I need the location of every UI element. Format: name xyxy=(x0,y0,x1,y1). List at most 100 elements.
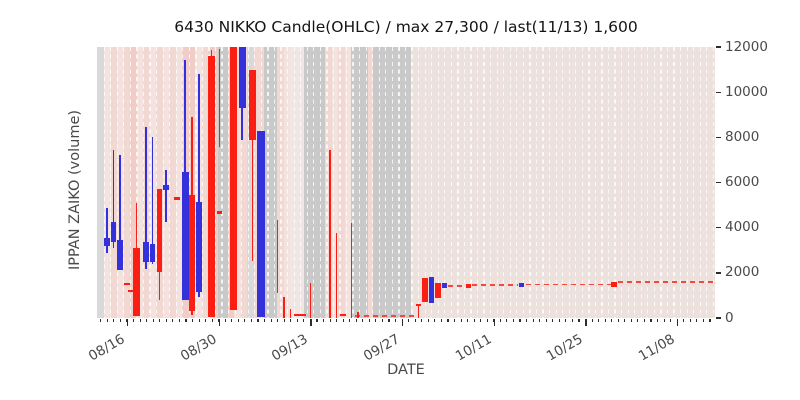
day-separator xyxy=(116,47,118,318)
candle-wick xyxy=(119,154,121,270)
day-separator xyxy=(339,47,341,318)
x-axis-minor-tick xyxy=(657,319,659,323)
day-separator xyxy=(103,47,105,318)
chart-title: 6430 NIKKO Candle(OHLC) / max 27,300 / l… xyxy=(174,18,638,36)
x-axis-minor-tick xyxy=(571,319,573,323)
x-axis-major-tick xyxy=(402,319,404,326)
x-axis-major-tick xyxy=(218,319,220,326)
day-band xyxy=(123,47,130,318)
x-axis-minor-tick xyxy=(565,319,567,323)
x-axis-minor-tick xyxy=(637,319,639,323)
day-separator xyxy=(666,47,669,318)
day-separator xyxy=(300,47,302,318)
y-axis-tick-label: 8000 xyxy=(725,128,760,145)
day-band xyxy=(331,47,338,318)
candle-body xyxy=(117,240,123,270)
day-separator xyxy=(437,47,439,318)
candle-body xyxy=(422,278,428,302)
day-separator xyxy=(699,47,701,318)
x-axis-minor-tick xyxy=(460,319,462,323)
x-axis-minor-tick xyxy=(165,319,167,323)
day-band xyxy=(136,47,143,318)
day-separator xyxy=(503,47,505,318)
day-separator xyxy=(267,47,269,318)
x-axis-minor-tick xyxy=(368,319,370,323)
day-separator xyxy=(286,47,289,318)
day-separator xyxy=(496,47,498,318)
x-axis-minor-tick xyxy=(257,319,259,323)
x-axis-minor-tick xyxy=(119,319,122,323)
day-separator xyxy=(607,47,610,318)
y-axis-tick xyxy=(716,317,721,319)
x-axis-minor-tick xyxy=(185,319,187,323)
price-spike-line xyxy=(276,219,279,294)
x-axis-minor-tick xyxy=(408,319,410,323)
doji-dash xyxy=(340,314,346,317)
x-axis-minor-tick xyxy=(113,319,115,323)
day-separator xyxy=(463,47,466,318)
y-axis-tick-label: 10000 xyxy=(725,83,768,100)
x-axis-minor-tick xyxy=(224,319,226,323)
day-separator xyxy=(621,47,623,318)
y-axis-tick-label: 12000 xyxy=(725,38,768,55)
day-separator xyxy=(575,47,577,318)
candle-body xyxy=(216,211,223,214)
day-separator xyxy=(568,47,570,318)
candle-body xyxy=(441,283,448,289)
candle-body xyxy=(174,197,180,200)
candle-body xyxy=(110,222,117,242)
y-axis-tick xyxy=(716,272,721,274)
x-axis-minor-tick xyxy=(670,319,672,323)
x-axis-minor-tick xyxy=(683,319,685,323)
x-axis-minor-tick xyxy=(296,319,298,323)
x-axis-minor-tick xyxy=(663,319,665,323)
x-axis-minor-tick xyxy=(106,319,108,323)
day-separator xyxy=(562,47,564,318)
x-axis-minor-tick xyxy=(526,319,528,323)
candle-wick xyxy=(106,208,108,253)
day-band xyxy=(368,47,373,318)
x-axis-minor-tick xyxy=(381,319,384,323)
day-separator xyxy=(149,47,151,318)
x-axis-minor-tick xyxy=(598,319,600,323)
day-separator xyxy=(581,47,583,318)
x-axis-minor-tick xyxy=(146,319,148,323)
x-axis-major-tick xyxy=(493,319,495,326)
y-axis-tick xyxy=(716,181,721,184)
candle-wick xyxy=(198,73,200,297)
day-separator xyxy=(332,47,335,318)
day-separator xyxy=(352,47,354,318)
candle-body xyxy=(128,289,134,293)
candle-body xyxy=(518,282,525,287)
day-separator xyxy=(548,47,551,318)
day-separator xyxy=(535,47,538,318)
x-axis-minor-tick xyxy=(512,319,515,323)
candle-body xyxy=(163,184,169,190)
x-axis-minor-tick xyxy=(578,319,580,323)
candle-body xyxy=(428,276,435,304)
day-separator xyxy=(372,47,374,318)
x-axis-minor-tick xyxy=(250,319,253,323)
candle-body xyxy=(181,172,189,300)
day-separator xyxy=(640,47,642,318)
x-axis-minor-tick xyxy=(539,319,541,323)
candle-wick xyxy=(151,137,154,264)
candle-body xyxy=(230,47,237,311)
day-band xyxy=(97,47,104,318)
x-axis-minor-tick xyxy=(270,319,272,323)
y-axis-tick-label: 0 xyxy=(725,309,734,326)
x-axis-minor-tick xyxy=(349,319,351,323)
day-separator xyxy=(679,47,682,318)
day-separator xyxy=(634,47,636,318)
day-separator xyxy=(280,47,282,318)
x-axis-minor-tick xyxy=(519,319,521,323)
day-separator xyxy=(378,47,380,318)
day-band xyxy=(338,47,345,318)
candle-wick xyxy=(112,149,115,248)
day-separator xyxy=(175,47,177,318)
candle-body xyxy=(249,69,256,140)
day-separator xyxy=(470,47,472,318)
day-separator xyxy=(476,47,479,318)
day-separator xyxy=(424,47,426,318)
day-separator xyxy=(457,47,459,318)
